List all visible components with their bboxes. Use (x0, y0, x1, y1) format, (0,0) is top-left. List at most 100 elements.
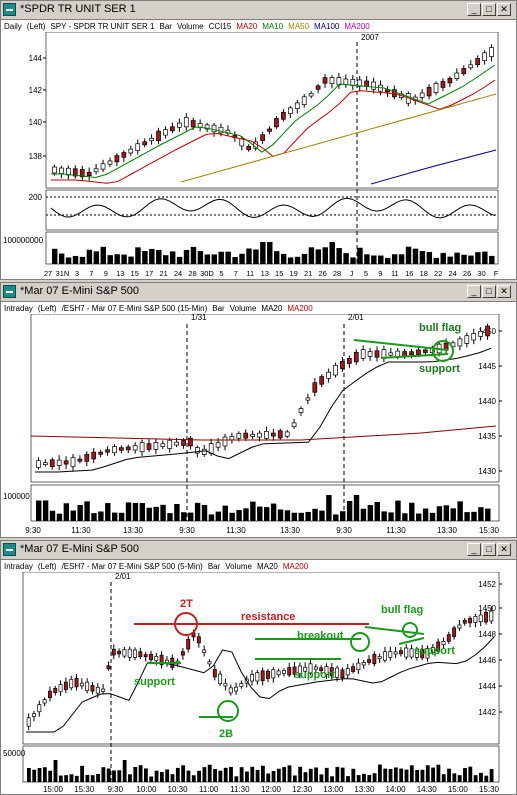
candle-body (371, 81, 376, 90)
close-button[interactable]: ✕ (497, 285, 511, 298)
candle-body (190, 120, 196, 128)
candle-body (128, 148, 134, 154)
candle-body (69, 679, 74, 689)
candle-body (423, 349, 428, 353)
window-title-bar[interactable]: *SPDR TR UNIT SER 1 _ □ ✕ (1, 1, 516, 20)
close-button[interactable]: ✕ (497, 543, 511, 556)
volume-bar (330, 776, 334, 782)
volume-bar (326, 495, 332, 521)
candle-body (105, 449, 110, 453)
candle-body (201, 448, 207, 455)
volume-bar (160, 504, 166, 521)
volume-bar (350, 257, 356, 264)
price-tick-label: 1446 (478, 656, 496, 665)
volume-bar (322, 247, 328, 264)
close-button[interactable]: ✕ (497, 3, 511, 16)
info-item: MA10 (262, 22, 284, 31)
candle-body (347, 358, 352, 364)
time-axis-label: 11:30 (71, 526, 91, 535)
candle-body (70, 457, 76, 467)
volume-bar (133, 766, 138, 782)
date-axis-label: 19 (290, 269, 298, 278)
support-label: support (419, 363, 460, 375)
date-axis-label: 17 (145, 269, 153, 278)
volume-bar (218, 770, 223, 782)
info-item: Daily (4, 22, 22, 31)
volume-bar (482, 251, 488, 264)
volume-bar (91, 513, 97, 521)
candle-body (452, 627, 457, 637)
volume-bar (144, 768, 148, 782)
candle-body (98, 451, 103, 455)
volume-bar (383, 768, 388, 782)
volume-bar (70, 510, 76, 521)
maximize-button[interactable]: □ (482, 285, 496, 298)
volume-bar (223, 767, 228, 782)
spy-daily-chart[interactable]: 144 142 140 138 2007 200 100000000 27 31N 3 7 9 13 15… (1, 32, 516, 279)
window-title-bar[interactable]: *Mar 07 E-Mini S&P 500 _ □ ✕ (1, 283, 516, 302)
info-item: Volume (225, 562, 252, 571)
volume-bar (135, 247, 141, 264)
candle-body (266, 670, 270, 679)
volume-bar (225, 251, 231, 264)
candle-body (326, 371, 331, 379)
info-item: MA20 (261, 304, 283, 313)
volume-bar (146, 507, 152, 521)
candle-body (462, 619, 467, 624)
time-axis-label: 15:00 (448, 785, 469, 794)
window-title: *SPDR TR UNIT SER 1 (20, 3, 136, 15)
minimize-button[interactable]: _ (467, 3, 481, 16)
window-title: *Mar 07 E-Mini S&P 500 (20, 543, 140, 555)
volume-bar (274, 251, 280, 264)
volume-bar (165, 769, 170, 782)
info-item: (Left) (26, 22, 46, 31)
date-axis-label: 11 (246, 269, 254, 278)
candle-body (473, 615, 478, 623)
candle-body (114, 155, 120, 163)
candle-body (47, 690, 52, 699)
volume-bar (218, 251, 224, 264)
candle-body (85, 681, 90, 692)
volume-bar (204, 254, 211, 264)
cci-panel (45, 189, 499, 231)
candle-body (440, 81, 446, 88)
candle-body (181, 439, 186, 446)
volume-bar (181, 512, 187, 521)
volume-bar (351, 768, 356, 782)
candle-body (433, 83, 439, 93)
volume-bar (450, 508, 456, 521)
candle-body (475, 58, 481, 66)
minimize-button[interactable]: _ (467, 285, 481, 298)
double-top-label: 2T (180, 598, 193, 610)
es-5min-chart[interactable]: 1452 1450 1448 1446 1444 1442 2/01 2T resistance… (1, 572, 516, 794)
info-item: MA200 (287, 304, 313, 313)
price-tick-label: 1445 (478, 362, 496, 371)
volume-bar (37, 768, 42, 782)
minimize-button[interactable]: _ (467, 543, 481, 556)
volume-bar (64, 775, 69, 782)
volume-bar (222, 505, 228, 521)
window-title-bar[interactable]: *Mar 07 E-Mini S&P 500 _ □ ✕ (1, 541, 516, 560)
candle-body (351, 666, 356, 672)
candle-body (138, 651, 143, 658)
candle-body (340, 360, 345, 370)
volume-bar (308, 768, 313, 782)
candle-body (74, 677, 79, 688)
volume-bar (388, 512, 394, 521)
volume-bar (125, 502, 132, 521)
volume-bar (191, 775, 196, 782)
volume-bar (101, 767, 106, 782)
candle-body (287, 107, 293, 115)
candle-body (414, 648, 419, 658)
candle-body (183, 117, 189, 128)
date-axis-label: 24 (448, 269, 456, 278)
candle-body (461, 68, 467, 75)
candle-body (356, 662, 361, 671)
maximize-button[interactable]: □ (482, 543, 496, 556)
candle-body (260, 134, 265, 141)
candle-body (372, 653, 377, 665)
candle-body (133, 649, 137, 658)
maximize-button[interactable]: □ (482, 3, 496, 16)
volume-bar (53, 760, 58, 782)
